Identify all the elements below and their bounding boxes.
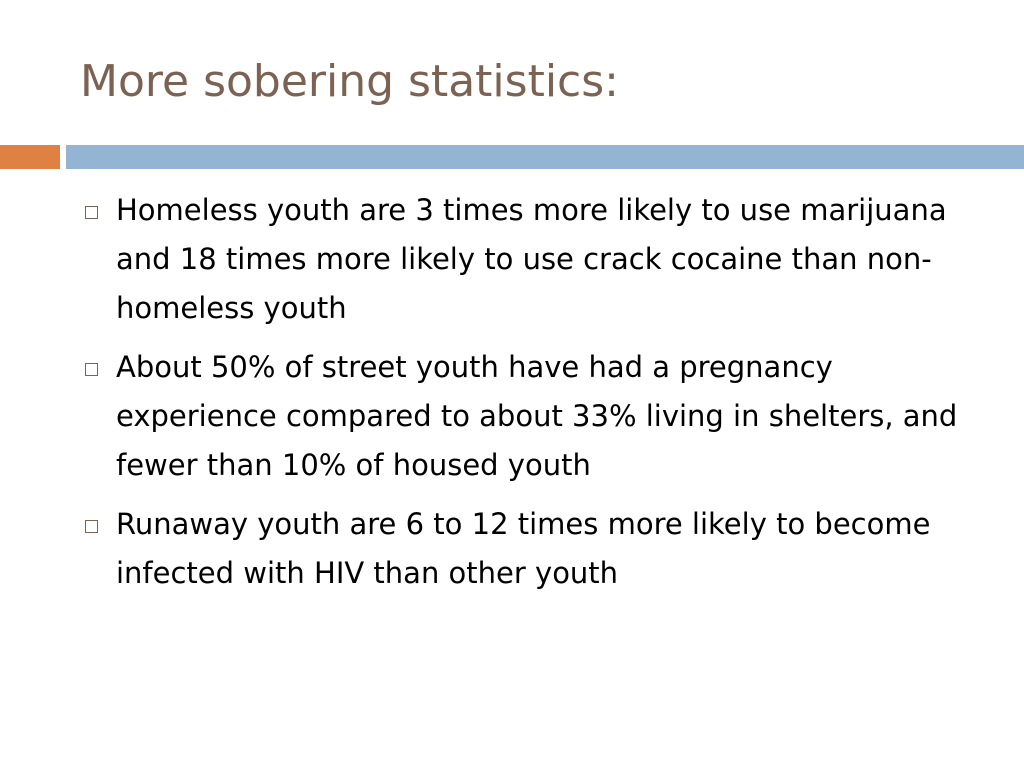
bullet-item: Homeless youth are 3 times more likely t…: [80, 186, 960, 333]
hollow-square-icon: [85, 206, 98, 219]
title-accent-bar-orange: [0, 145, 60, 169]
hollow-square-icon: [85, 363, 98, 376]
bullet-text: Runaway youth are 6 to 12 times more lik…: [116, 507, 931, 590]
title-accent-bar-blue: [66, 145, 1024, 169]
bullet-list: Homeless youth are 3 times more likely t…: [80, 186, 960, 608]
bullet-item: Runaway youth are 6 to 12 times more lik…: [80, 500, 960, 598]
bullet-text: Homeless youth are 3 times more likely t…: [116, 193, 947, 325]
bullet-text: About 50% of street youth have had a pre…: [116, 350, 958, 482]
hollow-square-icon: [85, 520, 98, 533]
slide-title: More sobering statistics:: [80, 56, 619, 107]
bullet-item: About 50% of street youth have had a pre…: [80, 343, 960, 490]
